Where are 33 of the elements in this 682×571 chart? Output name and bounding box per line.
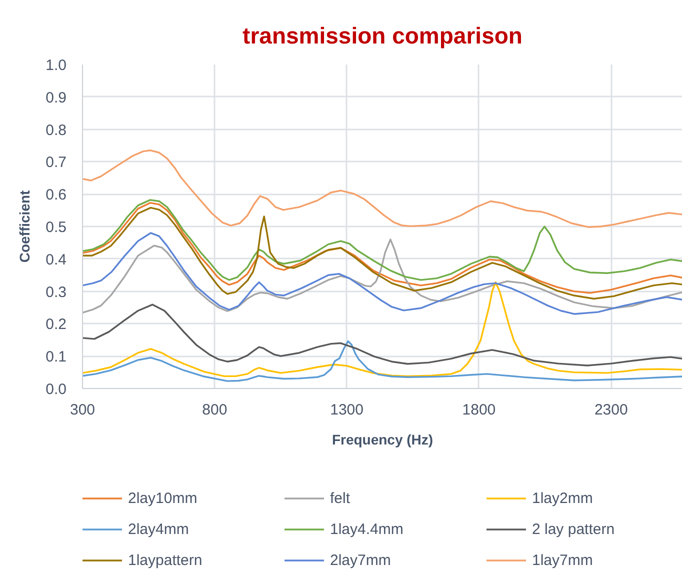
line-series	[82, 304, 682, 366]
legend-label: 2lay10mm	[128, 488, 198, 508]
y-tick-label: 0.3	[46, 284, 67, 301]
legend-label: felt	[330, 488, 352, 508]
legend-label: 2 lay pattern	[532, 520, 616, 539]
y-tick-label: 0.6	[46, 186, 67, 204]
y-tick-label: 1.0	[46, 57, 67, 74]
x-axis-title: Frequency (Hz)	[332, 432, 434, 448]
line-series	[82, 150, 682, 228]
y-tick-label: 0.0	[46, 381, 67, 398]
line-series	[82, 340, 682, 382]
x-tick-label: 2300	[594, 402, 628, 418]
y-tick-label: 0.1	[46, 348, 67, 366]
y-tick-label: 0.7	[46, 154, 67, 172]
legend-label: 1laypattern	[128, 550, 204, 570]
y-tick-label: 0.8	[46, 122, 67, 139]
legend-label: 1lay7mm	[532, 550, 594, 570]
y-tick-label: 0.5	[46, 219, 67, 236]
legend-label: 2lay7mm	[330, 550, 392, 570]
chart-title: transmission comparison	[242, 22, 522, 48]
x-tick-label: 1300	[330, 402, 364, 418]
legend-label: 1lay2mm	[532, 488, 594, 508]
y-tick-label: 0.9	[46, 89, 67, 106]
x-tick-label: 300	[70, 402, 96, 418]
line-series	[82, 199, 682, 281]
y-tick-label: 0.2	[46, 316, 67, 334]
y-axis-title: Coefficient	[16, 190, 33, 263]
x-tick-label: 800	[202, 402, 228, 418]
y-tick-label: 0.4	[46, 251, 67, 268]
legend-label: 2lay4mm	[128, 520, 190, 539]
x-tick-label: 1800	[462, 402, 496, 418]
legend-label: 1lay4.4mm	[330, 520, 404, 539]
line-series	[82, 281, 682, 378]
